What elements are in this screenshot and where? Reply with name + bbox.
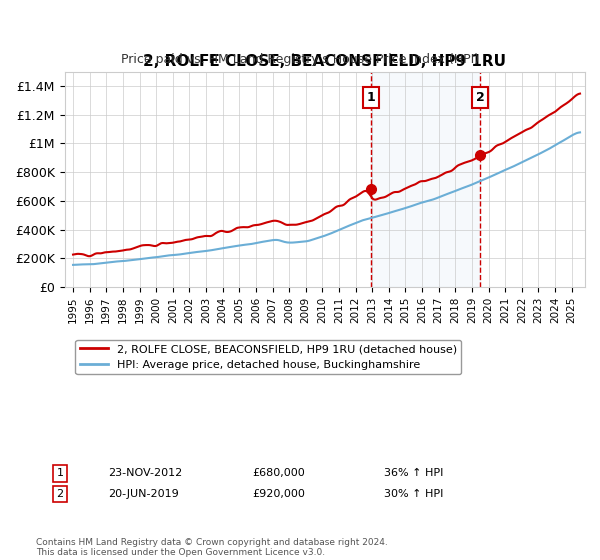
Bar (371, 72, 480, 287)
Text: 2: 2 (476, 91, 485, 104)
Title: 2, ROLFE CLOSE, BEACONSFIELD, HP9 1RU: 2, ROLFE CLOSE, BEACONSFIELD, HP9 1RU (143, 54, 506, 69)
Text: 20-JUN-2019: 20-JUN-2019 (108, 489, 179, 499)
Text: 1: 1 (367, 91, 375, 104)
Text: 1: 1 (56, 468, 64, 478)
Text: 36% ↑ HPI: 36% ↑ HPI (384, 468, 443, 478)
Text: 30% ↑ HPI: 30% ↑ HPI (384, 489, 443, 499)
Text: 2: 2 (56, 489, 64, 499)
Text: £920,000: £920,000 (252, 489, 305, 499)
Text: 23-NOV-2012: 23-NOV-2012 (108, 468, 182, 478)
Text: Contains HM Land Registry data © Crown copyright and database right 2024.
This d: Contains HM Land Registry data © Crown c… (36, 538, 388, 557)
Text: Price paid vs. HM Land Registry's House Price Index (HPI): Price paid vs. HM Land Registry's House … (121, 53, 479, 66)
Text: £680,000: £680,000 (252, 468, 305, 478)
Legend: 2, ROLFE CLOSE, BEACONSFIELD, HP9 1RU (detached house), HPI: Average price, deta: 2, ROLFE CLOSE, BEACONSFIELD, HP9 1RU (d… (76, 340, 461, 374)
